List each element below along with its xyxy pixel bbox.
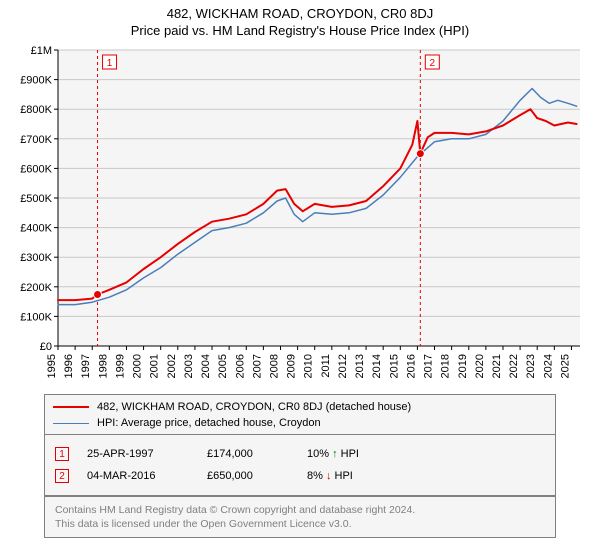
svg-text:2025: 2025 [559,354,571,378]
svg-text:2000: 2000 [132,354,144,378]
attribution-line: Contains HM Land Registry data © Crown c… [55,503,545,517]
svg-text:1999: 1999 [114,354,126,378]
svg-text:1997: 1997 [80,354,92,378]
chart-container: £0 £100K £200K £300K £400K £500K £600K £700K £80… [6,46,594,386]
svg-text:£1M: £1M [31,45,52,57]
page-title: 482, WICKHAM ROAD, CROYDON, CR0 8DJ [0,6,600,21]
page-subtitle: Price paid vs. HM Land Registry's House … [0,23,600,38]
event-badge: 2 [55,469,69,483]
legend-label: HPI: Average price, detached house, Croy… [97,417,321,429]
svg-text:1995: 1995 [46,354,58,378]
svg-text:1996: 1996 [63,354,75,378]
event-price: £650,000 [207,470,307,482]
svg-text:2010: 2010 [303,354,315,378]
svg-text:1: 1 [107,58,113,69]
svg-text:£600K: £600K [20,163,52,175]
svg-text:2012: 2012 [337,354,349,378]
legend-item: HPI: Average price, detached house, Croy… [53,415,547,431]
svg-text:2006: 2006 [234,354,246,378]
svg-text:£0: £0 [40,341,52,353]
legend: 482, WICKHAM ROAD, CROYDON, CR0 8DJ (det… [44,394,556,436]
legend-item: 482, WICKHAM ROAD, CROYDON, CR0 8DJ (det… [53,399,547,415]
svg-text:2018: 2018 [440,354,452,378]
svg-text:£500K: £500K [20,193,52,205]
svg-text:£400K: £400K [20,223,52,235]
svg-text:£900K: £900K [20,75,52,87]
svg-text:£200K: £200K [20,282,52,294]
svg-text:2017: 2017 [423,354,435,378]
svg-text:2003: 2003 [183,354,195,378]
event-delta: 8% ↓ HPI [307,470,447,482]
svg-text:2015: 2015 [388,354,400,378]
svg-text:2020: 2020 [474,354,486,378]
svg-text:2021: 2021 [491,354,503,378]
svg-text:2022: 2022 [508,354,520,378]
svg-text:2024: 2024 [542,354,554,378]
svg-text:2023: 2023 [525,354,537,378]
legend-label: 482, WICKHAM ROAD, CROYDON, CR0 8DJ (det… [97,401,411,413]
svg-text:2002: 2002 [166,354,178,378]
event-date: 25-APR-1997 [87,448,207,460]
svg-text:2: 2 [430,58,436,69]
legend-swatch [53,423,89,424]
arrow-down-icon: ↓ [326,470,332,482]
event-delta: 10% ↑ HPI [307,448,447,460]
line-chart: £0 £100K £200K £300K £400K £500K £600K £700K £80… [6,46,594,386]
svg-text:2014: 2014 [371,354,383,378]
event-row: 2 04-MAR-2016 £650,000 8% ↓ HPI [55,465,545,487]
svg-text:£100K: £100K [20,311,52,323]
svg-text:2011: 2011 [320,354,332,378]
attribution-line: This data is licensed under the Open Gov… [55,517,545,531]
svg-text:2008: 2008 [268,354,280,378]
svg-text:2007: 2007 [251,354,263,378]
event-price: £174,000 [207,448,307,460]
event-date: 04-MAR-2016 [87,470,207,482]
svg-text:2016: 2016 [405,354,417,378]
svg-text:2004: 2004 [200,354,212,378]
svg-text:£700K: £700K [20,134,52,146]
svg-text:2001: 2001 [149,354,161,378]
svg-text:2013: 2013 [354,354,366,378]
svg-text:£800K: £800K [20,104,52,116]
attribution: Contains HM Land Registry data © Crown c… [44,496,556,538]
svg-text:2009: 2009 [286,354,298,378]
arrow-up-icon: ↑ [332,448,338,460]
events-table: 1 25-APR-1997 £174,000 10% ↑ HPI 2 04-MA… [44,434,556,496]
svg-text:1998: 1998 [97,354,109,378]
event-row: 1 25-APR-1997 £174,000 10% ↑ HPI [55,443,545,465]
event-badge: 1 [55,447,69,461]
legend-swatch [53,406,89,408]
svg-text:2019: 2019 [457,354,469,378]
svg-text:2005: 2005 [217,354,229,378]
svg-text:£300K: £300K [20,252,52,264]
